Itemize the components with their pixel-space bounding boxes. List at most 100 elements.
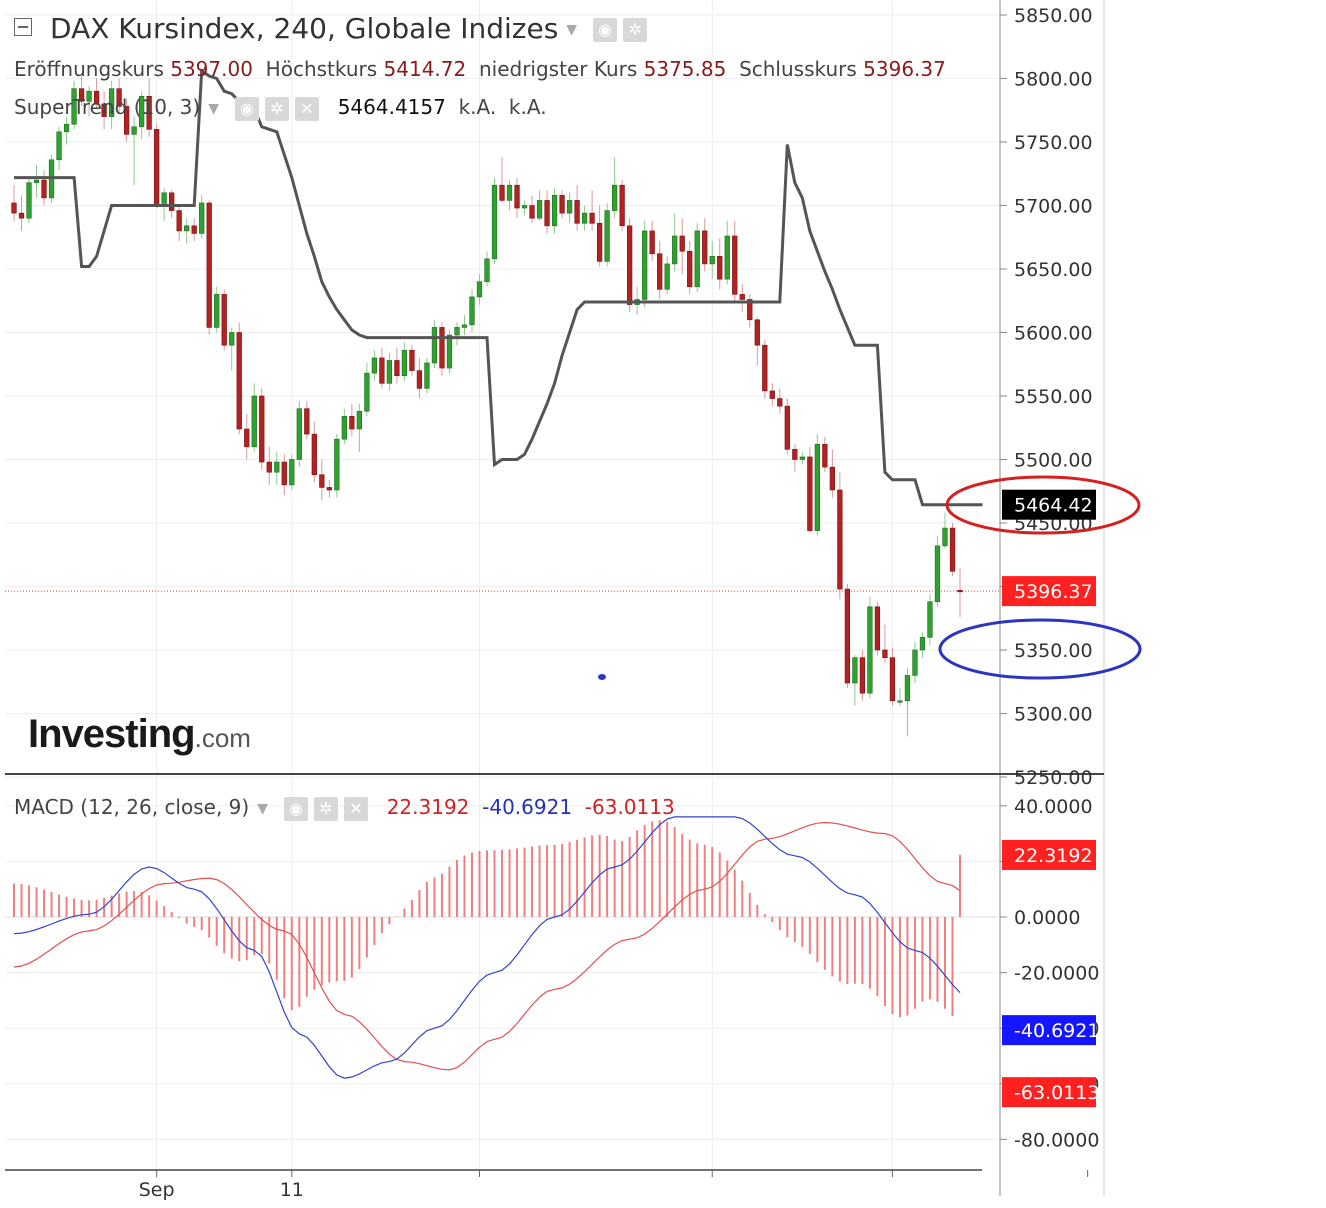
macd-axis-label: 40.0000 <box>1014 796 1093 818</box>
candle-body <box>63 123 70 133</box>
candle-body <box>717 255 723 280</box>
low-label: niedrigster Kurs <box>478 57 638 81</box>
investing-logo: Investing.com <box>28 712 251 757</box>
macd-line-tag-bg <box>1002 1015 1096 1046</box>
candle-body <box>927 601 933 638</box>
candle-body <box>912 649 918 676</box>
supertrend-gear-icon[interactable]: ✲ <box>264 96 289 121</box>
red-annotation-ellipse <box>945 475 1141 535</box>
candle-body <box>311 433 317 476</box>
candle-body <box>169 192 175 211</box>
candle-body <box>86 90 92 102</box>
candle-body <box>289 459 295 486</box>
candle-body <box>822 443 828 468</box>
candle-body <box>852 657 858 684</box>
supertrend-eye-icon[interactable]: ◉ <box>234 96 259 121</box>
candle-body <box>424 362 430 389</box>
candle-body <box>769 390 775 399</box>
candle-body <box>199 202 205 234</box>
candle-body <box>229 332 235 346</box>
macd-close-icon[interactable]: ✕ <box>343 796 368 821</box>
blue-annotation-dot <box>598 674 606 680</box>
candle-body <box>724 235 730 280</box>
candle-body <box>934 545 941 603</box>
candle-body <box>304 408 310 435</box>
close-value: 5396.37 <box>863 57 946 81</box>
candle-body <box>116 88 122 107</box>
supertrend-last-tag: 5464.42 <box>1014 495 1093 517</box>
candle-body <box>356 410 362 430</box>
macd-gear-icon[interactable]: ✲ <box>313 796 338 821</box>
candle-body <box>574 200 580 224</box>
candle-body <box>604 210 610 262</box>
macd-signal-value: -63.0113 <box>584 795 675 819</box>
last-price-tag: 5396.37 <box>1014 581 1093 603</box>
close-label: Schlusskurs <box>739 57 857 81</box>
price-axis-label: 5750.00 <box>1014 132 1093 154</box>
candle-body <box>56 131 62 161</box>
candle-body <box>679 235 685 252</box>
candle-body <box>108 88 115 117</box>
macd-eye-icon[interactable]: ◉ <box>283 796 308 821</box>
candle-body <box>476 281 483 298</box>
candle-body <box>529 205 535 219</box>
collapse-toggle-icon[interactable] <box>14 18 32 36</box>
macd-hist-tag: 22.3192 <box>1014 845 1093 867</box>
candle-body <box>882 649 888 658</box>
candle-body <box>566 200 573 214</box>
title-dropdown-icon[interactable]: ▼ <box>566 22 578 38</box>
macd-dropdown-icon[interactable]: ▼ <box>257 800 268 817</box>
candle-body <box>889 657 896 702</box>
candle-body <box>431 327 438 364</box>
candle-body <box>694 230 700 288</box>
macd-legend: MACD (12, 26, close, 9) ▼ ◉ ✲ ✕ 22.3192 -40.… <box>14 795 675 821</box>
open-label: Eröffnungskurs <box>14 57 164 81</box>
candle-body <box>536 200 543 219</box>
time-axis-label: Sep <box>139 1179 175 1201</box>
price-axis-label: 5600.00 <box>1014 323 1093 345</box>
supertrend-value: 5464.4157 <box>337 95 446 119</box>
candle-body <box>214 294 220 328</box>
candle-body <box>409 349 415 371</box>
candle-body <box>491 184 498 260</box>
candle-body <box>754 319 760 346</box>
chart-title: DAX Kursindex, 240, Globale Indizes <box>50 12 559 45</box>
macd-line-value: -40.6921 <box>482 795 573 819</box>
supertrend-line <box>14 68 983 507</box>
supertrend-dropdown-icon[interactable]: ▼ <box>208 100 219 117</box>
candle-body <box>874 606 881 651</box>
candle-body <box>266 461 272 473</box>
settings-gear-icon[interactable]: ✲ <box>623 18 648 42</box>
candle-body <box>11 202 17 214</box>
logo-suffix: .com <box>194 723 251 753</box>
candle-body <box>484 258 490 282</box>
candle-body <box>281 461 287 486</box>
candle-body <box>123 106 130 135</box>
candle-body <box>26 182 32 219</box>
candle-body <box>101 103 107 117</box>
macd-label: MACD (12, 26, close, 9) <box>14 795 250 819</box>
candle-body <box>844 588 851 684</box>
candle-body <box>161 192 167 206</box>
high-value: 5414.72 <box>383 57 467 81</box>
price-axis-label: 5500.00 <box>1014 450 1093 472</box>
candle-body <box>244 428 250 448</box>
supertrend-close-icon[interactable]: ✕ <box>294 96 319 121</box>
candle-body <box>829 466 835 491</box>
candle-body <box>551 195 558 227</box>
candle-body <box>349 416 355 430</box>
candle-body <box>837 489 843 590</box>
blue-annotation-ellipse <box>938 618 1142 680</box>
candle-body <box>319 474 325 488</box>
time-axis-label: 11 <box>280 1179 304 1201</box>
candle-body <box>386 360 393 384</box>
candle-body <box>799 456 805 460</box>
candle-body <box>18 212 25 219</box>
visibility-eye-icon[interactable]: ◉ <box>593 18 618 42</box>
candle-body <box>514 184 520 209</box>
macd-signal-tag: -63.0113 <box>1014 1082 1099 1104</box>
candle-body <box>709 255 715 265</box>
candle-body <box>364 372 370 412</box>
candle-body <box>176 210 182 232</box>
candle-body <box>131 126 137 135</box>
